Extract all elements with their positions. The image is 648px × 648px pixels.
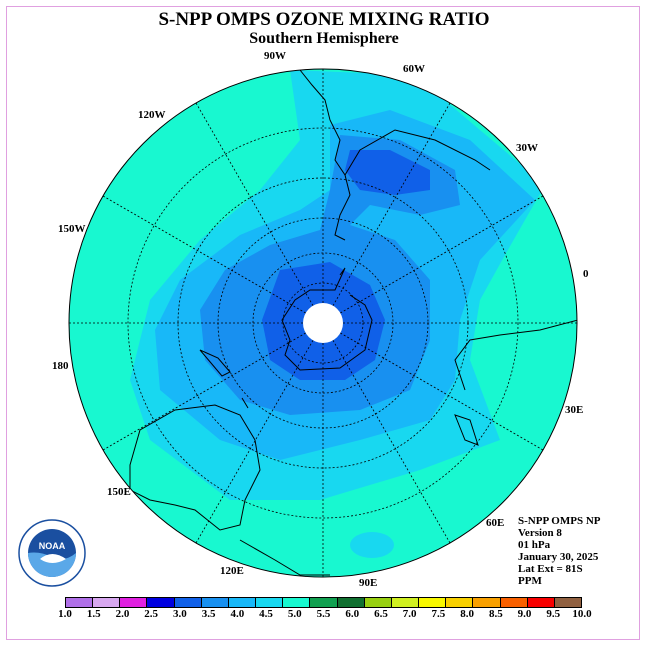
colorbar-tick-label: 3.0 <box>173 608 187 620</box>
info-date: January 30, 2025 <box>518 551 599 563</box>
colorbar-segment <box>147 598 175 607</box>
coastline-australia <box>129 404 261 531</box>
colorbar-tick-label: 6.0 <box>345 608 360 620</box>
colorbar-segment <box>337 598 365 607</box>
colorbar-segment <box>554 598 581 607</box>
colorbar-segment <box>93 598 121 607</box>
colorbar-segment <box>283 598 311 607</box>
info-units: PPM <box>518 575 542 587</box>
noaa-logo: NOAA <box>18 519 86 587</box>
colorbar-tick-label: 9.5 <box>546 608 561 620</box>
colorbar-tick-label: 7.0 <box>402 608 417 620</box>
coastline-new-zealand <box>199 349 249 409</box>
colorbar-segment <box>120 598 148 607</box>
colorbar-segment <box>66 598 94 607</box>
info-lat-ext: Lat Ext = 81S <box>518 563 583 575</box>
colorbar-tick-label: 1.0 <box>58 608 72 620</box>
info-level: 01 hPa <box>518 539 551 551</box>
coastline-asia-islands <box>239 539 330 576</box>
lon-label-120w: 120W <box>138 109 166 121</box>
lon-label-90e: 90E <box>359 577 378 589</box>
info-instrument: S-NPP OMPS NP <box>518 515 601 527</box>
colorbar <box>65 597 582 608</box>
figure-frame <box>6 6 640 640</box>
colorbar-tick-label: 6.5 <box>374 608 388 620</box>
colorbar-tick-label: 7.5 <box>431 608 446 620</box>
ozone-contour-small <box>350 532 394 558</box>
coastline-south-america <box>299 69 491 241</box>
colorbar-segment <box>364 598 392 607</box>
colorbar-segment <box>473 598 501 607</box>
colorbar-tick-label: 9.0 <box>517 608 532 620</box>
colorbar-tick-label: 10.0 <box>572 608 592 620</box>
lon-label-120e: 120E <box>220 565 244 577</box>
colorbar-segment <box>446 598 474 607</box>
coastline-africa <box>454 319 577 391</box>
lon-label-60w: 60W <box>403 63 425 75</box>
colorbar-tick-label: 8.5 <box>488 608 503 620</box>
map-subtitle: Southern Hemisphere <box>249 30 399 47</box>
lon-label-30e: 30E <box>565 404 584 416</box>
map-title: S-NPP OMPS OZONE MIXING RATIO <box>158 9 490 30</box>
colorbar-tick-label: 4.0 <box>230 608 245 620</box>
coastline-madagascar <box>454 414 479 446</box>
colorbar-tick-label: 3.5 <box>201 608 216 620</box>
pole-data-gap <box>303 303 343 343</box>
coastline-antarctica <box>281 267 373 371</box>
colorbar-segment <box>256 598 284 607</box>
lon-label-180: 180 <box>52 360 69 372</box>
colorbar-segment <box>527 598 555 607</box>
colorbar-segment <box>201 598 229 607</box>
colorbar-tick-label: 2.5 <box>144 608 159 620</box>
lon-label-150e: 150E <box>107 486 131 498</box>
lon-label-90w: 90W <box>264 50 286 62</box>
info-version: Version 8 <box>518 527 562 539</box>
colorbar-segment <box>310 598 338 607</box>
colorbar-ticks: 1.0 1.5 2.0 2.5 3.0 3.5 4.0 4.5 5.0 5.5 6.0 6.5 7.0 7… <box>0 608 648 622</box>
colorbar-tick-label: 2.0 <box>115 608 130 620</box>
lon-label-60e: 60E <box>486 517 505 529</box>
lon-label-150w: 150W <box>58 223 86 235</box>
lon-label-30w: 30W <box>516 142 538 154</box>
map-boundary <box>68 68 578 578</box>
colorbar-segment <box>500 598 528 607</box>
colorbar-segment <box>228 598 257 607</box>
colorbar-segment <box>391 598 420 607</box>
colorbar-tick-label: 8.0 <box>460 608 474 620</box>
product-info: S-NPP OMPS NP Version 8 01 hPa January 3… <box>518 515 601 587</box>
noaa-logo-text: NOAA <box>39 541 66 551</box>
colorbar-tick-label: 1.5 <box>86 608 101 620</box>
colorbar-segment <box>174 598 202 607</box>
colorbar-tick-label: 5.5 <box>316 608 331 620</box>
colorbar-segment <box>419 598 447 607</box>
colorbar-tick-label: 4.5 <box>259 608 273 620</box>
colorbar-tick-label: 5.0 <box>287 608 302 620</box>
lon-label-0: 0 <box>583 268 589 280</box>
